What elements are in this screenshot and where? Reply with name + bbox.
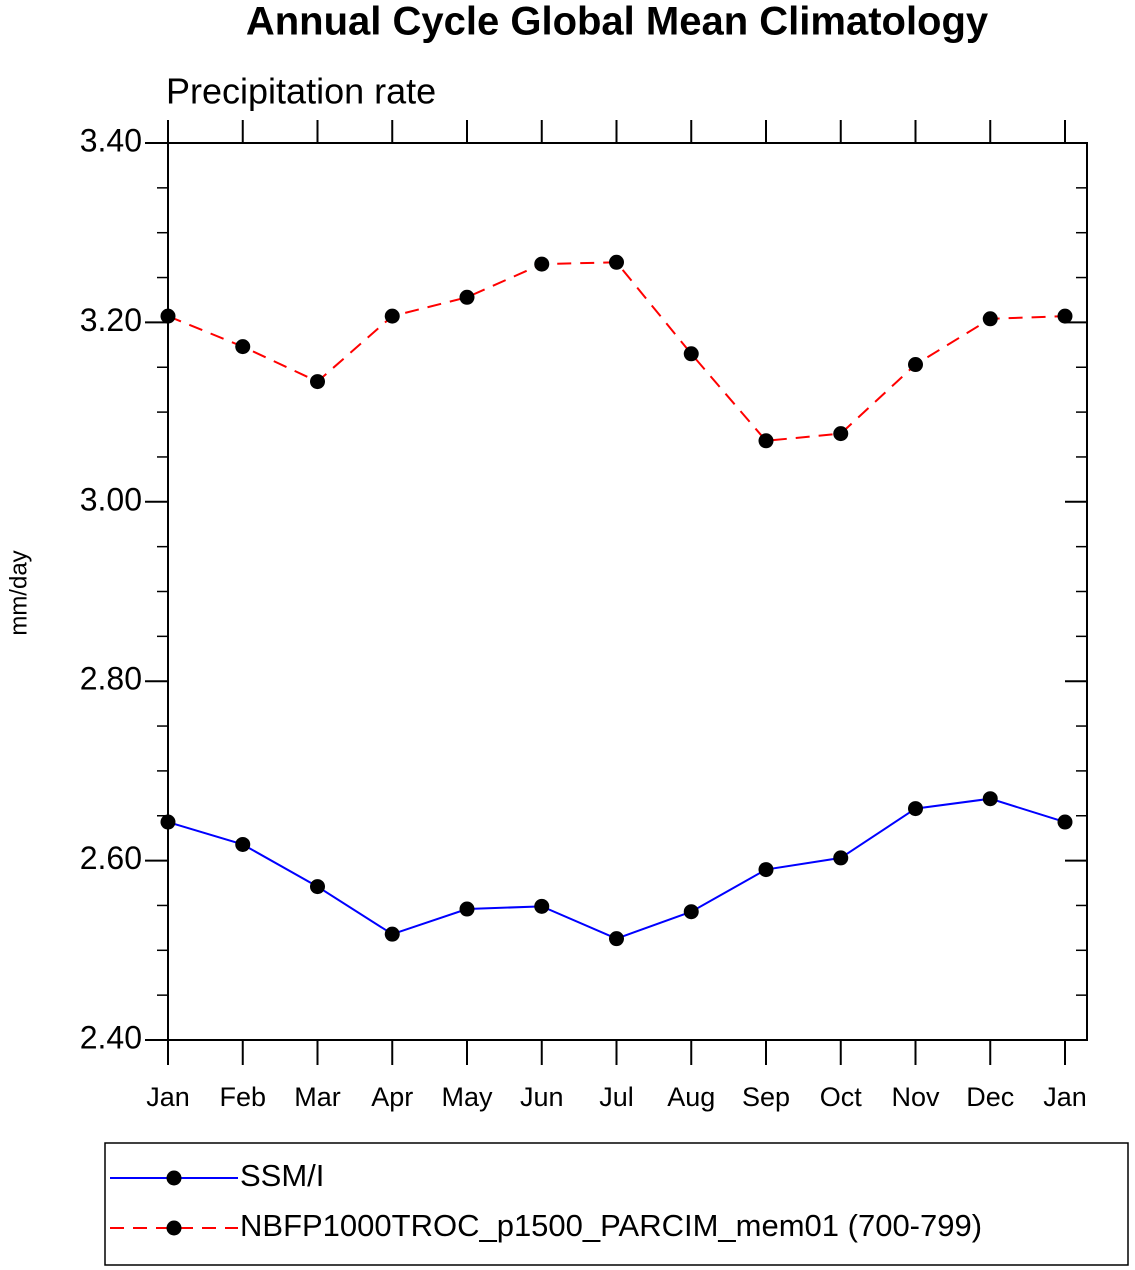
x-tick-label: Aug (667, 1082, 715, 1112)
y-tick-label: 3.00 (80, 481, 142, 517)
series-line (167, 797, 1066, 940)
data-point (758, 433, 774, 449)
data-point (683, 346, 699, 362)
y-tick-label: 2.40 (80, 1019, 142, 1055)
x-tick-label: Dec (966, 1082, 1014, 1112)
data-point (534, 256, 550, 272)
data-point (310, 879, 325, 895)
data-point (310, 374, 325, 390)
x-tick-label: Feb (219, 1082, 266, 1112)
data-point (833, 850, 849, 866)
chart-title: Annual Cycle Global Mean Climatology (246, 0, 989, 44)
x-tick-label: Nov (891, 1082, 940, 1112)
data-point (683, 904, 699, 920)
y-tick-label: 2.60 (80, 840, 142, 876)
data-point (160, 814, 176, 830)
data-point (1057, 814, 1073, 830)
data-point (384, 308, 400, 324)
x-tick-label: Sep (742, 1082, 790, 1112)
plot-frame (167, 142, 1088, 1041)
legend-marker (166, 1170, 182, 1186)
x-tick-label: Jan (146, 1082, 190, 1112)
data-point (982, 311, 998, 327)
data-point (459, 289, 475, 305)
data-point (833, 426, 849, 442)
x-tick-label: Jan (1043, 1082, 1087, 1112)
legend-label: NBFP1000TROC_p1500_PARCIM_mem01 (700-799… (240, 1208, 982, 1243)
x-tick-label: Jul (599, 1082, 634, 1112)
data-point (384, 926, 400, 942)
x-tick-label: Jun (520, 1082, 564, 1112)
series-line (167, 261, 1066, 442)
data-point (609, 254, 624, 270)
data-point (160, 308, 176, 324)
legend-marker (166, 1220, 182, 1236)
data-point (534, 898, 550, 914)
data-point (982, 791, 998, 807)
legend-label: SSM/I (240, 1158, 324, 1193)
legend-box (104, 1142, 1129, 1266)
y-axis-label: mm/day (5, 550, 32, 635)
data-point (758, 862, 774, 878)
y-tick-label: 2.80 (80, 661, 142, 697)
x-tick-label: Mar (294, 1082, 341, 1112)
data-point (908, 357, 923, 373)
y-tick-label: 3.20 (80, 302, 142, 338)
x-tick-label: May (441, 1082, 493, 1112)
data-point (908, 801, 923, 817)
data-point (609, 931, 624, 947)
data-point (459, 901, 475, 917)
data-point (235, 836, 251, 852)
chart-subtitle: Precipitation rate (166, 71, 436, 112)
x-tick-label: Apr (371, 1082, 413, 1112)
x-tick-label: Oct (820, 1082, 863, 1112)
data-point (1057, 308, 1073, 324)
y-tick-label: 3.40 (80, 122, 142, 158)
data-point (235, 339, 251, 355)
